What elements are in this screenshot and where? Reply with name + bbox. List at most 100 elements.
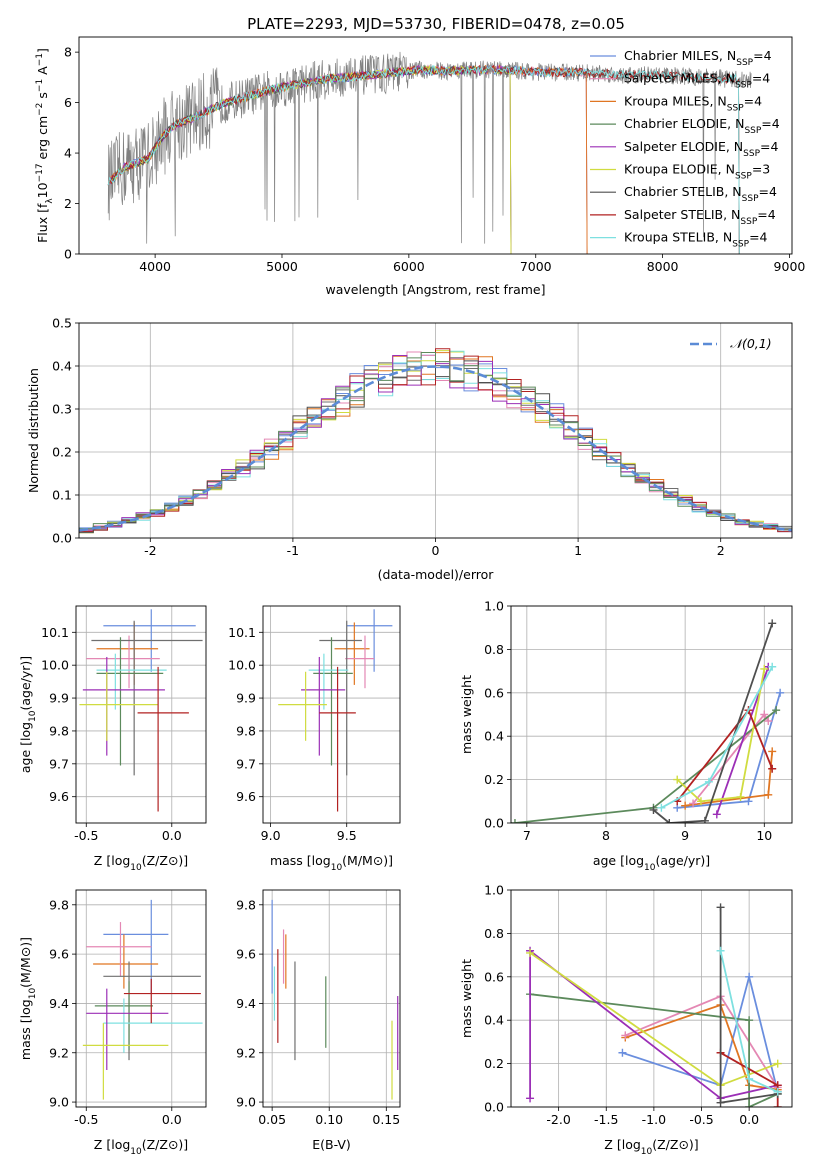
y-tick-label: 0.6 [484,685,504,700]
legend-label: Salpeter STELIB, NSSP=4 [624,207,776,227]
weight-marker [716,946,725,955]
legend-label: Salpeter ELODIE, NSSP=4 [624,139,779,159]
weight-marker [712,810,721,819]
weight-marker [745,1074,754,1083]
weight-marker [760,710,769,719]
spectrum-frame [78,36,793,255]
y-tick-label: 0.0 [52,531,72,546]
weight-marker [736,792,745,801]
y-tick-label: 9.2 [236,1045,256,1060]
y-tick-label: 8 [64,45,72,60]
mass_vs_ebv-xlabel: E(B-V) [312,1137,351,1152]
x-tick-label: 4000 [139,259,171,274]
weight-marker [649,805,658,814]
model-spectrum-line [107,64,588,254]
axes-weight_vs_age: 7 8 9 10 0.0 0.2 0.4 0.6 0.8 1.0 [484,599,792,843]
y-tick-label: 0.3 [52,402,72,417]
x-tick-label: 10 [756,828,772,843]
age_vs_Z-frame [75,605,207,824]
x-tick-label: -2 [144,543,156,558]
y-tick-label: 10.1 [228,625,256,640]
model-spectrum-line [107,64,740,254]
weight-marker [764,717,773,726]
weight-marker [657,803,666,812]
y-tick-label: 0.8 [484,642,504,657]
age_vs_Z-plot [79,609,203,812]
weight_vs_Z-frame [510,889,793,1108]
weight-marker [768,747,777,756]
weight-line [529,993,779,1107]
x-tick-label: -1.0 [642,1112,666,1127]
spectrum-legend: Chabrier MILES, NSSP=4 Salpeter MILES, NS… [590,48,780,250]
y-tick-label: 10.0 [41,658,69,673]
x-tick-label: 0 [432,543,440,558]
y-tick-label: 2 [64,196,72,211]
y-tick-label: 0.2 [52,445,72,460]
residuals-xlabel: (data-model)/error [378,567,495,582]
x-tick-label: 0.15 [372,1112,400,1127]
age_vs_mass-xlabel: mass [log10(M/M⊙)] [270,853,393,873]
residuals-frame [78,322,793,539]
weight-marker [618,1048,627,1057]
x-tick-label: 1 [574,543,582,558]
weight_vs_age-frame [510,605,793,824]
weight-line [529,948,778,1100]
x-tick-label: -2.0 [546,1112,570,1127]
x-tick-label: 9.5 [337,828,357,843]
axes-mass_vs_Z: -0.5 0.0 9.0 9.2 9.4 9.6 9.8 [49,890,206,1127]
legend-label: Kroupa STELIB, NSSP=4 [624,230,768,250]
x-tick-label: 7 [523,828,531,843]
y-tick-label: 9.0 [49,1095,69,1110]
y-tick-label: 9.9 [49,691,69,706]
y-tick-label: 10.0 [228,658,256,673]
histogram-plot [79,348,792,534]
weight-marker [673,775,682,784]
y-tick-label: 0.1 [52,488,72,503]
weight-marker [716,1098,725,1107]
weight-marker [768,619,777,628]
spectrum-xlabel: wavelength [Angstrom, rest frame] [325,282,545,297]
y-tick-label: 0.5 [52,316,72,331]
x-tick-label: -0.5 [74,828,98,843]
spectrum-plot [107,51,752,254]
model-spectrum-line [107,64,512,254]
age_vs_mass-plot [278,609,393,812]
y-tick-label: 6 [64,95,72,110]
model-spectrum-line [107,65,740,254]
x-tick-label: 8000 [647,259,679,274]
weight-line [676,668,766,803]
x-tick-label: 0.10 [315,1112,343,1127]
y-tick-label: 1.0 [484,599,504,614]
y-tick-label: 0.2 [484,772,504,787]
x-tick-label: 0.0 [162,828,182,843]
y-tick-label: 0.2 [484,1056,504,1071]
y-tick-label: 9.6 [236,947,256,962]
y-tick-label: 9.4 [236,996,256,1011]
weight-marker [696,797,705,806]
axes-age_vs_Z: -0.5 0.0 9.6 9.7 9.8 9.9 10.0 10.1 [41,606,206,843]
weight-line [652,623,774,823]
y-tick-label: 9.6 [49,789,69,804]
y-tick-label: 1.0 [484,883,504,898]
weight-marker [773,1059,782,1068]
x-tick-label: 5000 [266,259,298,274]
y-tick-label: 9.0 [236,1095,256,1110]
y-tick-label: 0.4 [484,1013,504,1028]
y-tick-label: 0.4 [52,359,72,374]
spectrum-ylabel: Flux [fλ10−17 erg cm−2 s−1 A−1] [35,48,55,243]
weight-line [622,976,779,1093]
y-tick-label: 10.1 [41,625,69,640]
weight_vs_Z-ylabel: mass weight [459,959,474,1038]
axes-mass_vs_ebv: 0.05 0.10 0.15 9.0 9.2 9.4 9.6 9.8 [236,890,400,1127]
legend-label: Chabrier STELIB, NSSP=4 [624,184,777,204]
mass_vs_Z-xlabel: Z [log10(Z/Z⊙)] [94,1137,188,1157]
weight-marker [744,797,753,806]
y-tick-label: 0.0 [484,816,504,831]
y-tick-label: 9.6 [236,789,256,804]
axes-residuals: -2 -1 0 1 2 0.0 0.1 0.2 0.3 0.4 0.5 [52,316,792,558]
weight-marker [526,948,535,957]
histogram-step [79,360,792,534]
weight-marker [621,1031,630,1040]
chart-layer: 4000 5000 6000 7000 8000 9000 0 2 4 6 8 wavelength … [18,36,805,1157]
